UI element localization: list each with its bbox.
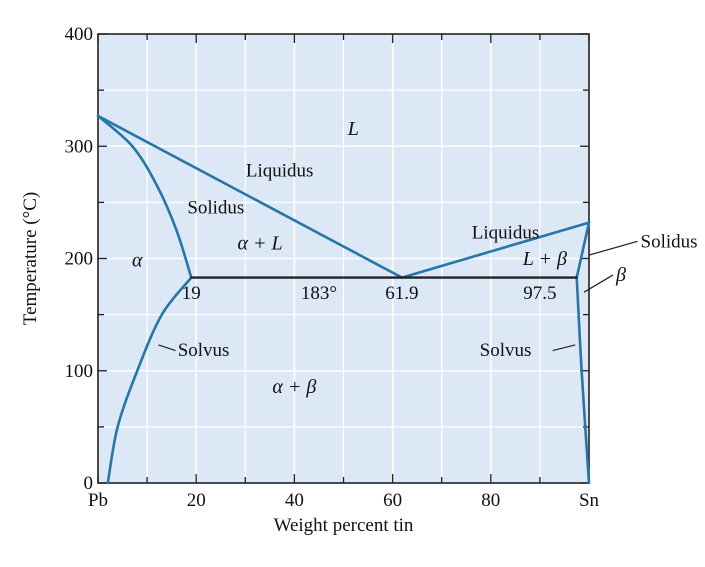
y-tick-label-100: 100 [65,361,94,382]
curve-solvus-right [575,276,591,485]
x-tick-label-80: 80 [481,490,500,511]
region-label-solvus-11: Solvus [178,340,230,361]
x-tick-label-pb: Pb [88,490,108,511]
curve-liquidus-right [400,221,591,279]
region-label-liquidus-1: Liquidus [246,161,314,182]
leader-x [583,274,614,293]
phase-boundaries [96,114,591,485]
y-tick-label-0: 0 [84,473,94,494]
curve-solidus-right [575,221,591,279]
region-label-l-3: α + L [237,233,282,255]
outside-label-x-1: β [615,264,626,286]
region-label-liquidus-5: Liquidus [472,222,540,243]
region-label-183-8: 183° [301,283,337,304]
y-axis-title: Temperature (°C) [20,192,41,325]
y-tick-label-400: 400 [65,24,94,45]
y-tick-label-300: 300 [65,136,94,157]
leader-solidus [588,240,638,256]
region-label-solvus-12: Solvus [480,340,532,361]
region-label-solidus-2: Solidus [187,198,244,219]
axis-ticks: Pb 20 40 60 80 Sn 0 100 200 300 400 [65,24,600,511]
outside-label-solidus-0: Solidus [641,231,698,252]
x-tick-label-40: 40 [285,490,304,511]
leader-solvus-left [158,344,176,352]
curve-liquidus-left [96,114,404,279]
x-axis-title: Weight percent tin [274,515,414,536]
region-label-x-4: α [132,249,143,271]
region-label-61-9-9: 61.9 [385,283,418,304]
x-tick-label-20: 20 [187,490,206,511]
region-label-19-7: 19 [182,283,201,304]
region-label-97-5-10: 97.5 [523,283,556,304]
curve-solvus-left [106,276,193,485]
x-tick-label-sn: Sn [579,490,600,511]
leader-solvus-right [552,344,576,352]
curve-solidus-left [96,114,193,279]
region-label-l-6: L + β [522,248,567,270]
grid-lines [98,34,589,483]
region-label-x-13: α + β [272,376,316,398]
region-label-l-0: L [347,118,359,140]
y-tick-label-200: 200 [65,249,94,270]
outside-labels: Solidus β [583,231,698,293]
x-tick-label-60: 60 [383,490,402,511]
